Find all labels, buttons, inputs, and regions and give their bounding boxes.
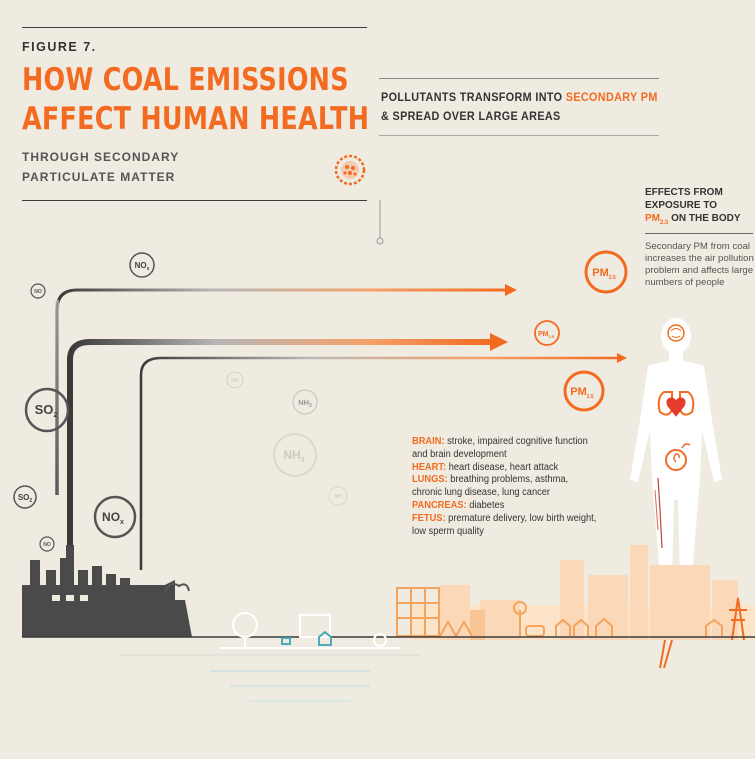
pm25-small: PM2.5 [534,320,560,346]
human-body [630,318,722,575]
svg-text:PM2.5: PM2.5 [538,331,555,339]
scenery-left [120,612,420,656]
power-tower-icon [659,597,747,669]
house-teal-icon [281,630,332,646]
pm25-medium: PM2.5 [563,370,605,412]
header-top-rule [22,27,367,28]
health-effect-brain: BRAIN: stroke, impaired cognitive functi… [412,436,596,449]
effect-continuation: chronic lung disease, lung cancer [412,487,551,499]
effect-text: premature delivery, low birth weight, [445,512,597,524]
effects-title: EFFECTS FROM EXPOSURE TO PM2.5 ON THE BO… [645,186,755,230]
pancreas-icon [681,443,691,449]
transform-heading-line-1: POLLUTANTS TRANSFORM INTO SECONDARY PM [381,90,658,104]
molecule-nh3-faint-1: NH [226,371,244,389]
subtitle-line-1: THROUGH SECONDARY [22,150,180,164]
svg-text:NH3: NH3 [298,398,312,409]
connector-dot [376,237,384,245]
organ-label: HEART: [412,461,447,473]
title-line-1: HOW COAL EMISSIONS [22,62,349,98]
effects-title-line-2: EXPOSURE TO [645,200,718,211]
health-effect-heart: HEART: heart disease, heart attack [412,462,596,475]
organ-label: LUNGS: [412,474,448,486]
health-effect-pancreas: PANCREAS: diabetes [412,500,596,513]
figure-label: FIGURE 7. [22,40,97,54]
effect-text: diabetes [466,499,505,511]
svg-text:SO2: SO2 [18,493,33,504]
heart-icon [666,397,686,417]
subtitle-line-2: PARTICULATE MATTER [22,170,176,184]
effect-continuation: and brain development [412,448,507,460]
svg-text:SO2: SO2 [35,402,58,419]
transform-heading-highlight: SECONDARY PM [565,90,658,104]
effect-continuation: low sperm quality [412,525,484,537]
molecule-nh3-mid: NH3 [292,389,318,415]
transform-heading-line-2: & SPREAD OVER LARGE AREAS [381,109,561,123]
health-effect-lungs: LUNGS: breathing problems, asthma, [412,474,596,487]
molecule-nox-small-2: NO [39,536,55,552]
molecules: NO NOx SO2 SO2 NO NOx NH NH3 [13,250,628,552]
effect-text: stroke, impaired cognitive function [444,436,588,447]
molecule-nox-top: NOx [129,252,155,278]
fetus-icon [665,449,687,471]
health-effects-list: BRAIN: stroke, impaired cognitive functi… [412,436,610,538]
emission-arrows [55,284,627,570]
header-bottom-rule [22,200,367,201]
svg-text:NO: NO [34,289,42,295]
transform-bottom-rule [379,135,659,136]
effect-text: breathing problems, asthma, [447,474,569,486]
effects-title-line-1: EFFECTS FROM [645,187,723,198]
molecule-nh3-large: NH3 [273,433,317,477]
city-buildings-orange [396,587,723,639]
brain-icon [667,324,685,342]
molecule-nh3-faint-2: NH [328,486,348,506]
molecule-nox-large: NOx [93,495,137,539]
pm25-large: PM2.5 [584,250,628,294]
organ-label: FETUS: [412,512,446,524]
organ-label: PANCREAS: [412,499,467,511]
effects-description: Secondary PM from coal increases the air… [645,241,754,288]
svg-text:NH: NH [231,378,239,384]
health-effect-fetus: FETUS: premature delivery, low birth wei… [412,513,596,526]
organ-label: BRAIN: [412,436,445,447]
effects-title-line-3: PM2.5 ON THE BODY [645,213,741,226]
title-line-2: AFFECT HUMAN HEALTH [22,101,370,137]
molecule-nox-small-1: NO [30,283,46,299]
molecule-so2-small: SO2 [13,485,37,509]
svg-text:PM2.5: PM2.5 [592,267,616,281]
svg-text:NH3: NH3 [283,448,304,464]
svg-text:NOx: NOx [135,261,150,272]
factory [22,545,175,637]
particle-icon [334,154,366,186]
lungs-icon [657,391,673,416]
effects-rule [645,233,753,234]
svg-text:PM2.5: PM2.5 [570,386,594,400]
molecule-so2-large: SO2 [24,387,70,433]
svg-text:NH: NH [334,494,342,500]
svg-text:NO: NO [43,542,51,548]
cooling-tower [155,583,192,637]
map-dots [210,670,370,702]
transform-top-rule [379,78,659,79]
effect-text: heart disease, heart attack [446,461,559,473]
svg-text:NOx: NOx [102,510,124,526]
